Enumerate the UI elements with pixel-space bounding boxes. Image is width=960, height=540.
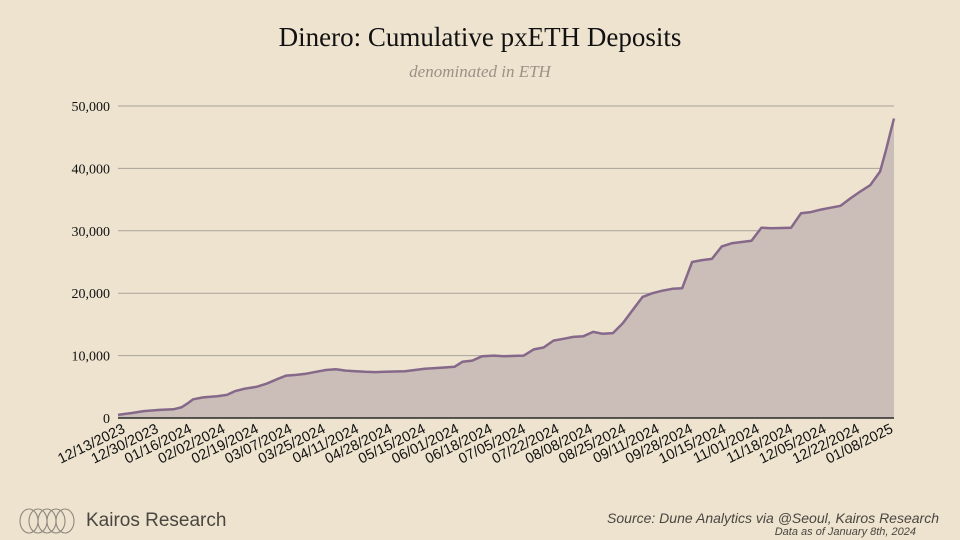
y-tick-label: 0 — [103, 412, 110, 427]
source-note: Source: Dune Analytics via @Seoul, Kairo… — [607, 510, 939, 526]
y-tick-label: 40,000 — [72, 162, 111, 177]
y-tick-label: 30,000 — [72, 225, 111, 240]
chart-title: Dinero: Cumulative pxETH Deposits — [278, 22, 682, 52]
y-tick-label: 50,000 — [72, 100, 111, 115]
brand-name: Kairos Research — [86, 510, 227, 531]
cumulative-area — [118, 118, 894, 418]
x-axis-ticks: 12/13/202312/30/202301/16/202402/02/2024… — [56, 421, 896, 467]
y-tick-label: 10,000 — [72, 350, 111, 365]
y-tick-label: 20,000 — [72, 287, 111, 302]
brand: Kairos Research — [18, 506, 226, 536]
data-as-of-note: Data as of January 8th, 2024 — [774, 526, 916, 538]
kairos-logo-icon — [19, 508, 75, 534]
y-axis-ticks: 0 10,000 20,000 30,000 40,000 50,000 — [72, 100, 111, 427]
chart-subtitle: denominated in ETH — [409, 62, 551, 81]
cumulative-line — [117, 118, 896, 417]
